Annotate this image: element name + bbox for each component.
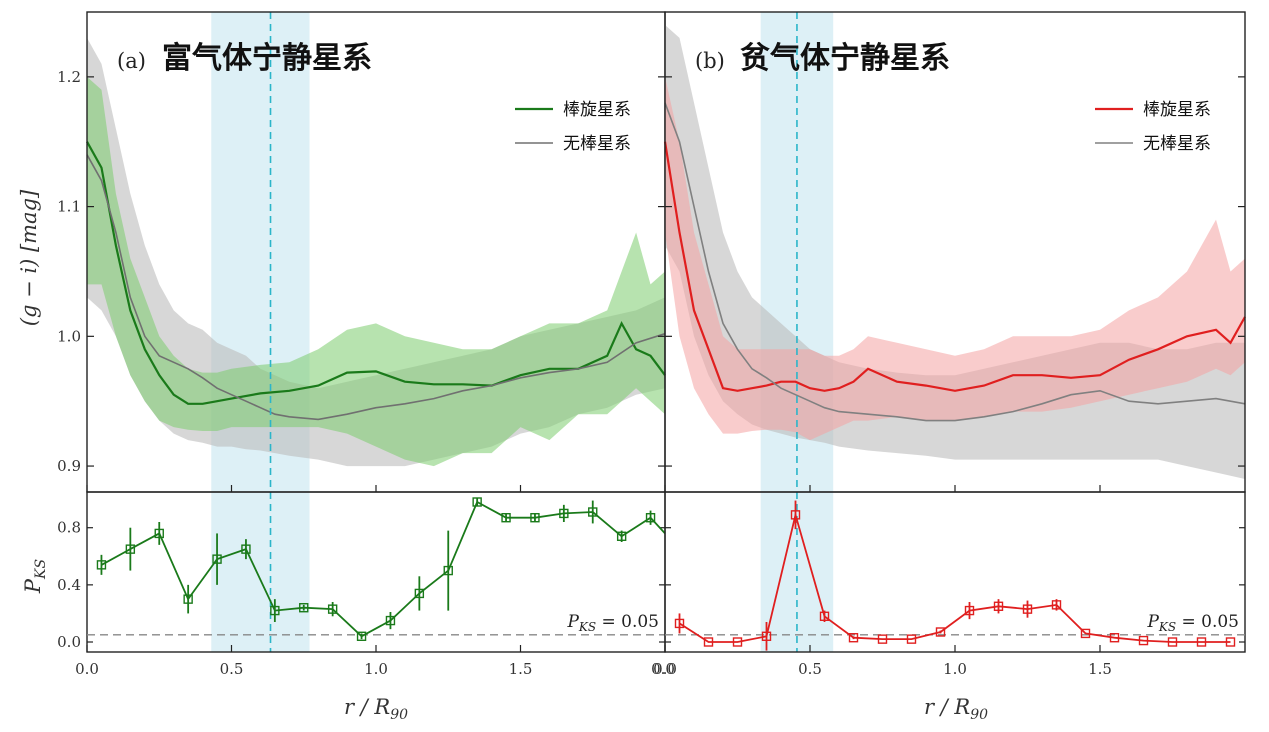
pks-marker — [993, 601, 1004, 611]
xtick-label: 0.5 — [220, 660, 244, 678]
xlabel-right: r / R90 — [924, 695, 988, 723]
pks-threshold-label-sub: KS — [1158, 620, 1176, 634]
pks-marker — [559, 508, 569, 519]
pks-threshold-label-sub: KS — [578, 620, 596, 634]
barred-uncertainty-band — [87, 76, 665, 467]
pks-threshold-label-main: P — [566, 612, 579, 632]
top-ytick-label: 1.2 — [57, 68, 81, 86]
xtick-label: 0.0 — [75, 660, 99, 678]
pks-marker — [1167, 637, 1178, 647]
bottom-ylabel: PKS — [21, 559, 49, 594]
pks-marker — [1109, 633, 1120, 643]
panel-tag: (a) — [117, 49, 146, 73]
top-ylabel: (g − i) [mag] — [17, 189, 41, 326]
pks-marker — [443, 565, 453, 576]
pks-marker — [501, 513, 511, 523]
pks-threshold-label: PKS = 0.05 — [566, 612, 659, 634]
pks-marker — [414, 588, 425, 599]
pks-marker — [877, 634, 888, 644]
pks-marker — [1080, 628, 1091, 639]
xlabel-left-sub: 90 — [390, 707, 408, 723]
pks-threshold-label-value: = 0.05 — [596, 612, 659, 632]
xlabel-left: r / R90 — [344, 695, 408, 723]
pks-marker — [645, 513, 656, 523]
pks-marker — [299, 603, 309, 613]
panel-title: 富气体宁静星系 — [162, 41, 372, 76]
legend-barred-label: 棒旋星系 — [563, 100, 631, 120]
pks-marker — [212, 554, 222, 564]
bottom-ytick-label: 0.8 — [57, 519, 81, 537]
unbarred-line — [86, 154, 666, 421]
pks-marker — [703, 637, 714, 647]
pks-marker — [732, 637, 743, 647]
xlabel-left-main: r / R — [344, 695, 390, 719]
legend-unbarred-label: 无棒星系 — [563, 134, 631, 154]
pks-threshold-label-value: = 0.05 — [1176, 612, 1239, 632]
pks-marker — [96, 560, 107, 570]
panel-tag: (b) — [695, 49, 725, 73]
xtick-label: 1.0 — [364, 660, 388, 678]
barred-line — [86, 141, 666, 405]
barred-uncertainty-band — [665, 76, 1245, 441]
pks-marker — [472, 497, 482, 507]
pks-marker — [1196, 637, 1207, 647]
pks-marker — [906, 634, 917, 644]
pks-marker — [1138, 635, 1149, 646]
pks-marker — [819, 611, 830, 621]
pks-marker — [1022, 604, 1033, 614]
top-ytick-label: 0.9 — [57, 457, 81, 475]
pks-marker — [616, 531, 627, 541]
pks-line — [679, 511, 1231, 643]
xtick-label: 1.5 — [509, 660, 533, 678]
pks-marker — [1225, 637, 1236, 647]
xlabel-right-sub: 90 — [970, 707, 988, 723]
pks-marker — [183, 594, 193, 604]
panel-gas-rich: 0.9 1.0 1.1 1.2 0.0 0.4 0.8 0.0 0.5 1.0 1.5 0.0 PKS … — [57, 11, 675, 678]
legend-unbarred-label: 无棒星系 — [1143, 134, 1211, 154]
xtick-label: 1.5 — [1088, 660, 1112, 678]
pks-marker — [790, 510, 801, 520]
pks-marker — [935, 627, 946, 637]
top-ytick-label: 1.1 — [57, 198, 81, 216]
panel-title: 贫气体宁静星系 — [740, 41, 950, 76]
top-ylabel-group: (g − i) [mag] — [17, 189, 41, 326]
pks-marker — [154, 528, 164, 539]
pks-line — [101, 500, 666, 638]
xtick-label: 0.0 — [653, 660, 677, 678]
pks-marker — [125, 544, 136, 554]
pks-marker — [848, 633, 859, 643]
xtick-label: 0.5 — [798, 660, 822, 678]
pks-marker — [356, 631, 367, 641]
bottom-ytick-label: 0.4 — [57, 576, 81, 594]
pks-marker — [761, 631, 772, 641]
bottom-ylabel-group: PKS — [21, 559, 49, 594]
pks-marker — [241, 544, 251, 554]
pks-threshold-label-main: P — [1146, 612, 1159, 632]
bottom-ylabel-main: P — [21, 578, 45, 594]
bottom-ylabel-sub: KS — [33, 559, 49, 580]
pks-marker — [588, 507, 598, 517]
pks-marker — [674, 618, 685, 629]
legend-barred-label: 棒旋星系 — [1143, 100, 1211, 120]
highlight-band — [211, 12, 310, 652]
pks-marker — [530, 513, 540, 523]
barred-line — [663, 141, 1246, 392]
xtick-label: 1.0 — [943, 660, 967, 678]
pks-marker — [964, 605, 975, 616]
pks-marker — [327, 604, 338, 614]
pks-threshold-label: PKS = 0.05 — [1146, 612, 1239, 634]
pks-marker — [385, 615, 396, 626]
top-ytick-label: 1.0 — [57, 327, 81, 345]
pks-marker — [1051, 600, 1062, 610]
bottom-ytick-label: 0.0 — [57, 633, 81, 651]
xlabel-right-main: r / R — [924, 695, 970, 719]
xtick-label: 0.0 — [651, 660, 675, 678]
pks-marker — [270, 605, 280, 616]
unbarred-line — [664, 102, 1246, 422]
